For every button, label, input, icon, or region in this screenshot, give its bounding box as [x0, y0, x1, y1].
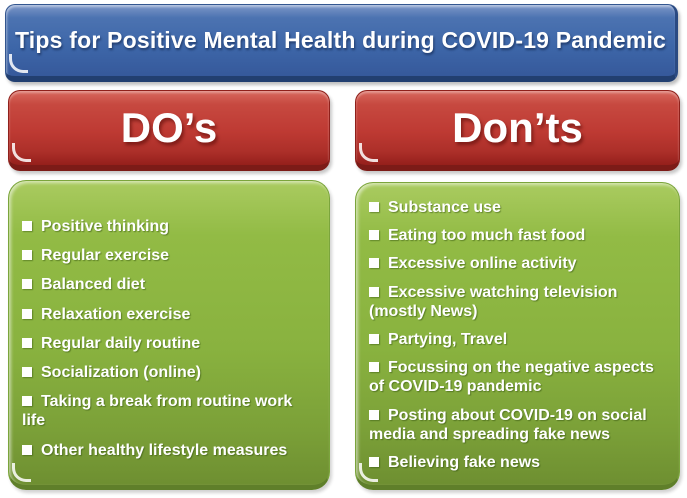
bullet-square-icon: [22, 279, 32, 290]
list-item: Eating too much fast food: [369, 226, 667, 245]
list-item: Balanced diet: [22, 275, 313, 294]
list-item-text: Positive thinking: [41, 218, 170, 235]
list-item-text: Substance use: [388, 199, 501, 216]
list-item-text: Regular daily routine: [41, 334, 201, 352]
donts-header-card: Don’ts: [355, 90, 680, 171]
bullet-square-icon: [22, 337, 32, 348]
list-item-text: Excessive online activity: [388, 255, 577, 273]
bullet-square-icon: [22, 444, 32, 455]
bullet-square-icon: [369, 362, 379, 373]
list-item: Taking a break from routine work life: [22, 392, 313, 430]
page-title: Tips for Positive Mental Health during C…: [14, 27, 667, 53]
bullet-square-icon: [22, 250, 32, 261]
list-item-text: Excessive watching television (mostly Ne…: [369, 283, 618, 320]
list-item-text: Relaxation exercise: [41, 305, 191, 323]
bullet-square-icon: [369, 286, 379, 297]
list-item: Excessive online activity: [369, 254, 667, 273]
list-item: Regular exercise: [22, 246, 313, 265]
dos-panel: Positive thinking Regular exercise Balance…: [8, 180, 330, 490]
bullet-square-icon: [22, 366, 32, 377]
list-item-text: Taking a break from routine work life: [22, 393, 293, 430]
list-item: Other healthy lifestyle measures: [22, 441, 313, 460]
list-item-text: Partying, Travel: [388, 330, 508, 348]
title-banner: Tips for Positive Mental Health during C…: [5, 4, 678, 82]
bullet-square-icon: [369, 258, 379, 269]
bullet-square-icon: [369, 333, 379, 344]
list-item-text: Focussing on the negative aspects of COV…: [369, 359, 654, 396]
bullet-square-icon: [22, 221, 32, 231]
dos-header-label: DO’s: [120, 104, 218, 151]
list-item-text: Regular exercise: [41, 247, 170, 265]
list-item: Believing fake news: [369, 453, 667, 472]
list-item: Focussing on the negative aspects of COV…: [369, 358, 667, 396]
list-item-text: Balanced diet: [41, 276, 146, 294]
list-item: Substance use: [369, 198, 667, 217]
list-item-text: Socialization (online): [41, 363, 202, 381]
bullet-square-icon: [22, 308, 32, 319]
bullet-square-icon: [369, 456, 379, 467]
list-item-text: Eating too much fast food: [388, 227, 586, 245]
list-item-text: Posting about COVID-19 on social media a…: [369, 406, 647, 443]
bullet-square-icon: [22, 396, 32, 407]
donts-header-label: Don’ts: [452, 104, 583, 151]
list-item: Posting about COVID-19 on social media a…: [369, 406, 667, 444]
list-item-text: Believing fake news: [388, 453, 541, 471]
bullet-square-icon: [369, 202, 379, 212]
dos-header-card: DO’s: [8, 90, 330, 171]
list-item: Partying, Travel: [369, 330, 667, 349]
list-item: Excessive watching television (mostly Ne…: [369, 283, 667, 321]
list-item: Socialization (online): [22, 363, 313, 382]
list-item: Relaxation exercise: [22, 305, 313, 324]
donts-panel: Substance use Eating too much fast food Ex…: [355, 182, 680, 490]
bullet-square-icon: [369, 409, 379, 420]
list-item: Regular daily routine: [22, 334, 313, 353]
bullet-square-icon: [369, 230, 379, 241]
list-item-text: Other healthy lifestyle measures: [41, 441, 288, 459]
list-item: Positive thinking: [22, 217, 313, 236]
